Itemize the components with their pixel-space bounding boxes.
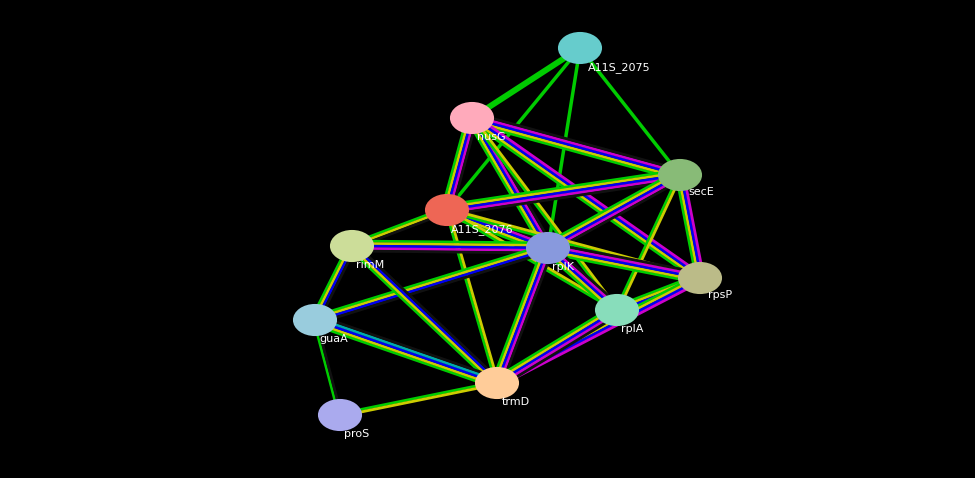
Ellipse shape — [319, 400, 361, 430]
Text: rplA: rplA — [621, 324, 644, 334]
Text: secE: secE — [688, 187, 714, 197]
Ellipse shape — [659, 160, 701, 190]
Text: guaA: guaA — [319, 334, 348, 344]
Ellipse shape — [331, 231, 373, 261]
Text: A11S_2076: A11S_2076 — [451, 224, 514, 235]
Ellipse shape — [559, 33, 601, 63]
Ellipse shape — [426, 195, 468, 225]
Text: nusG: nusG — [477, 132, 506, 142]
Text: rplK: rplK — [552, 262, 574, 272]
Ellipse shape — [679, 263, 721, 293]
Text: rimM: rimM — [356, 260, 384, 270]
Ellipse shape — [451, 103, 493, 133]
Ellipse shape — [294, 305, 336, 335]
Text: proS: proS — [344, 429, 370, 439]
Text: A11S_2075: A11S_2075 — [588, 62, 650, 73]
Ellipse shape — [527, 233, 569, 263]
Text: trmD: trmD — [502, 397, 530, 407]
Ellipse shape — [596, 295, 638, 325]
Ellipse shape — [476, 368, 518, 398]
Text: rpsP: rpsP — [708, 290, 732, 300]
